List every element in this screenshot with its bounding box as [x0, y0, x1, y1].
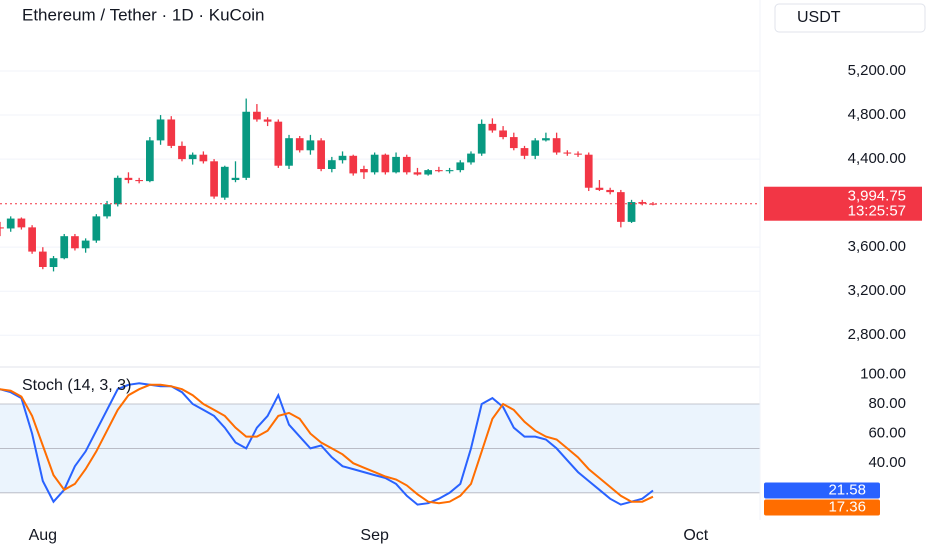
candle-body	[0, 227, 4, 229]
candle-body	[649, 203, 657, 205]
candle-body	[199, 154, 208, 162]
candle-body	[60, 236, 69, 259]
grid	[0, 70, 760, 494]
labels: Aug Sep Oct 2,800.00 3,200.00 3,600.00 4,400.0…	[29, 62, 922, 544]
candle-body	[467, 153, 475, 163]
last-price-label: 3,994.75	[848, 188, 906, 205]
candle-body	[499, 130, 507, 138]
candle-body	[210, 161, 218, 197]
y-tick-label: 80.00	[868, 395, 906, 412]
candle-body	[92, 216, 101, 241]
candle-body	[124, 177, 133, 181]
candle-body	[327, 160, 336, 170]
candle-body	[156, 119, 165, 141]
candle-body	[531, 140, 540, 156]
candle-body	[574, 153, 582, 155]
value-box	[764, 482, 880, 499]
candle-body	[488, 123, 497, 131]
candle-body	[81, 240, 90, 249]
candle-body	[424, 170, 433, 175]
candle-body	[146, 140, 154, 182]
y-tick-label: 100.00	[860, 365, 906, 382]
candle-body	[552, 138, 561, 153]
candle-body	[595, 187, 604, 190]
x-tick-label: Sep	[360, 527, 389, 544]
candle-body	[413, 172, 422, 175]
candle-body	[231, 177, 240, 181]
y-tick-label: 4,800.00	[848, 106, 906, 123]
candle-body	[392, 156, 400, 173]
candle-body	[263, 119, 272, 122]
currency-button[interactable]	[774, 3, 926, 33]
candle-body	[135, 180, 144, 182]
y-tick-label: 2,800.00	[848, 326, 906, 343]
value-box	[764, 499, 880, 516]
currency-label[interactable]: USDT	[797, 9, 841, 26]
candle-body	[477, 123, 486, 154]
y-tick-label: 60.00	[868, 425, 906, 442]
value-label: 17.36	[828, 498, 866, 515]
candle-body	[220, 166, 229, 198]
stoch-line	[0, 383, 654, 505]
indicator-title: Stoch (14, 3, 3)	[22, 377, 131, 394]
candle-body	[113, 177, 122, 205]
candle-body	[509, 137, 518, 149]
candle-body	[167, 119, 176, 146]
candle-body	[317, 140, 325, 170]
candle-body	[445, 170, 454, 172]
y-tick-label: 5,200.00	[848, 62, 906, 79]
candle-body	[285, 138, 293, 166]
candle-body	[349, 155, 358, 174]
candle-body	[360, 169, 368, 173]
candle-body	[402, 156, 411, 173]
x-tick-label: Oct	[683, 527, 708, 544]
y-tick-label: 4,400.00	[848, 150, 906, 167]
last-price-box	[764, 186, 922, 221]
candle-body	[103, 204, 111, 217]
x-tick-label: Aug	[29, 527, 57, 544]
candle-body	[520, 148, 529, 156]
candle-body	[616, 192, 625, 222]
candle-body	[17, 218, 26, 228]
candle-body	[338, 155, 347, 161]
candle-body	[274, 121, 283, 166]
candle-body	[178, 145, 186, 160]
candle-body	[435, 170, 443, 172]
candle-body	[71, 236, 79, 249]
candle-body	[638, 202, 647, 204]
chart-title: Ethereum / Tether · 1D · KuCoin	[22, 5, 265, 24]
stoch-line	[0, 382, 654, 506]
candle-body	[253, 111, 261, 120]
candle-body	[381, 154, 390, 173]
candle-body	[542, 138, 550, 141]
candle-body	[28, 227, 36, 252]
y-tick-label: 3,200.00	[848, 282, 906, 299]
candle-body	[370, 154, 379, 173]
candle-body	[456, 162, 465, 171]
y-tick-label: 3,600.00	[848, 238, 906, 255]
candle-body	[606, 189, 614, 193]
candle-body	[627, 202, 636, 222]
marks	[0, 98, 760, 506]
y-tick-label: 40.00	[868, 454, 906, 471]
candle-body	[563, 152, 572, 154]
candle-body	[295, 138, 304, 151]
candle-body	[584, 154, 593, 188]
countdown-label: 13:25:57	[848, 203, 906, 220]
candle-body	[49, 258, 58, 268]
value-label: 21.58	[828, 481, 866, 498]
candle-body	[242, 111, 251, 178]
candle-body	[188, 154, 197, 160]
candle-body	[6, 218, 15, 229]
candle-body	[306, 140, 315, 151]
candle-body	[38, 251, 47, 268]
